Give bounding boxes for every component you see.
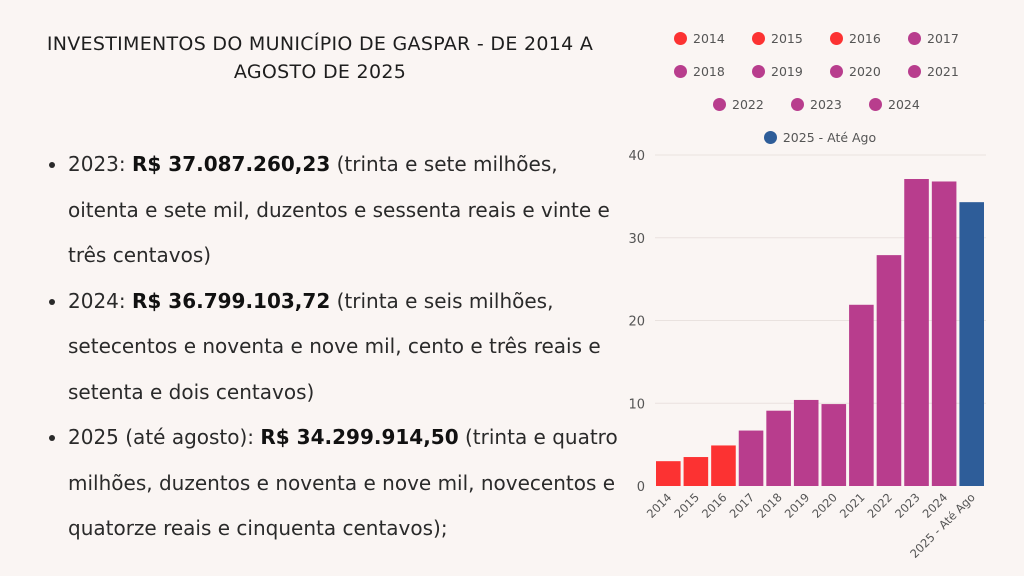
x-tick-label: 2015 bbox=[671, 490, 702, 521]
legend-item[interactable]: 2016 bbox=[830, 31, 888, 46]
legend-item[interactable]: 2024 bbox=[869, 97, 927, 112]
bar-2025 bbox=[959, 202, 984, 487]
x-tick-label: 2014 bbox=[644, 490, 675, 521]
title-line: AGOSTO DE 2025 bbox=[233, 61, 407, 83]
legend-swatch-icon bbox=[791, 98, 804, 111]
legend-item[interactable]: 2017 bbox=[908, 31, 966, 46]
legend-item[interactable]: 2015 bbox=[752, 31, 810, 46]
legend-swatch-icon bbox=[869, 98, 882, 111]
legend-row: 2018 2019 2020 2021 bbox=[660, 55, 980, 88]
bar-2020 bbox=[821, 404, 847, 486]
legend-item[interactable]: 2025 - Até Ago bbox=[763, 130, 877, 145]
bar-2023 bbox=[904, 178, 929, 486]
legend-swatch-icon bbox=[674, 65, 687, 78]
legend-label: 2017 bbox=[927, 31, 959, 46]
legend-label: 2018 bbox=[693, 64, 725, 79]
legend-label: 2021 bbox=[927, 64, 959, 79]
bar-2014 bbox=[656, 461, 681, 486]
legend-item[interactable]: 2022 bbox=[713, 97, 771, 112]
legend-row: 2025 - Até Ago bbox=[660, 121, 980, 154]
legend-label: 2023 bbox=[810, 97, 842, 112]
bar-2024 bbox=[931, 181, 957, 487]
x-tick-label: 2017 bbox=[727, 490, 758, 521]
bar-2016 bbox=[711, 445, 736, 486]
legend-swatch-icon bbox=[908, 65, 921, 78]
legend-item[interactable]: 2021 bbox=[908, 64, 966, 79]
x-tick-label: 2023 bbox=[892, 490, 923, 521]
list-item: 2025 (até agosto): R$ 34.299.914,50 (tri… bbox=[68, 415, 628, 552]
legend-swatch-icon bbox=[752, 65, 765, 78]
legend-swatch-icon bbox=[763, 131, 777, 144]
bar-2018 bbox=[766, 410, 791, 486]
x-tick-label: 2018 bbox=[754, 490, 785, 521]
investment-list: 2023: R$ 37.087.260,23 (trinta e sete mi… bbox=[40, 142, 628, 552]
y-tick-label: 30 bbox=[628, 232, 645, 247]
legend-swatch-icon bbox=[908, 32, 921, 45]
y-tick-label: 10 bbox=[628, 397, 645, 412]
bar-2015 bbox=[683, 457, 709, 486]
legend-item[interactable]: 2023 bbox=[791, 97, 849, 112]
legend-swatch-icon bbox=[830, 65, 843, 78]
y-tick-label: 40 bbox=[628, 149, 645, 164]
legend-row: 2022 2023 2024 bbox=[660, 88, 980, 121]
legend-item[interactable]: 2019 bbox=[752, 64, 810, 79]
amount: R$ 36.799.103,72 bbox=[132, 288, 331, 313]
chart-legend: 2014 2015 2016 2017 2018 2019 2020 2021 2022 2023… bbox=[660, 22, 980, 154]
legend-row: 2014 2015 2016 2017 bbox=[660, 22, 980, 55]
x-tick-label: 2019 bbox=[782, 490, 813, 521]
legend-label: 2024 bbox=[888, 97, 920, 112]
legend-label: 2019 bbox=[771, 64, 803, 79]
legend-item[interactable]: 2014 bbox=[674, 31, 732, 46]
bar-2022 bbox=[876, 255, 902, 486]
legend-label: 2025 - Até Ago bbox=[782, 130, 877, 145]
legend-swatch-icon bbox=[713, 98, 726, 111]
legend-label: 2016 bbox=[849, 31, 881, 46]
legend-swatch-icon bbox=[752, 32, 765, 45]
legend-label: 2022 bbox=[732, 97, 764, 112]
list-item: 2024: R$ 36.799.103,72 (trinta e seis mi… bbox=[68, 279, 628, 416]
legend-label: 2015 bbox=[771, 31, 803, 46]
legend-item[interactable]: 2020 bbox=[830, 64, 888, 79]
y-tick-label: 0 bbox=[637, 480, 645, 495]
bar-2017 bbox=[738, 430, 764, 486]
legend-item[interactable]: 2018 bbox=[674, 64, 732, 79]
legend-label: 2020 bbox=[849, 64, 881, 79]
x-tick-label: 2016 bbox=[699, 490, 730, 521]
page-title: INVESTIMENTOS DO MUNICÍPIO DE GASPAR - D… bbox=[30, 30, 610, 86]
legend-label: 2014 bbox=[693, 31, 725, 46]
title-line: INVESTIMENTOS DO MUNICÍPIO DE GASPAR - D… bbox=[46, 33, 594, 55]
x-tick-label: 2021 bbox=[837, 490, 868, 521]
bar-2021 bbox=[849, 304, 874, 486]
x-tick-label: 2020 bbox=[809, 490, 840, 521]
amount: R$ 34.299.914,50 bbox=[260, 425, 459, 449]
x-tick-label: 2022 bbox=[864, 490, 895, 521]
y-tick-label: 20 bbox=[628, 315, 645, 330]
legend-swatch-icon bbox=[674, 32, 687, 45]
list-item: 2023: R$ 37.087.260,23 (trinta e sete mi… bbox=[68, 142, 628, 279]
bar-2019 bbox=[793, 399, 819, 486]
amount: R$ 37.087.260,23 bbox=[132, 152, 331, 176]
legend-swatch-icon bbox=[830, 32, 843, 45]
